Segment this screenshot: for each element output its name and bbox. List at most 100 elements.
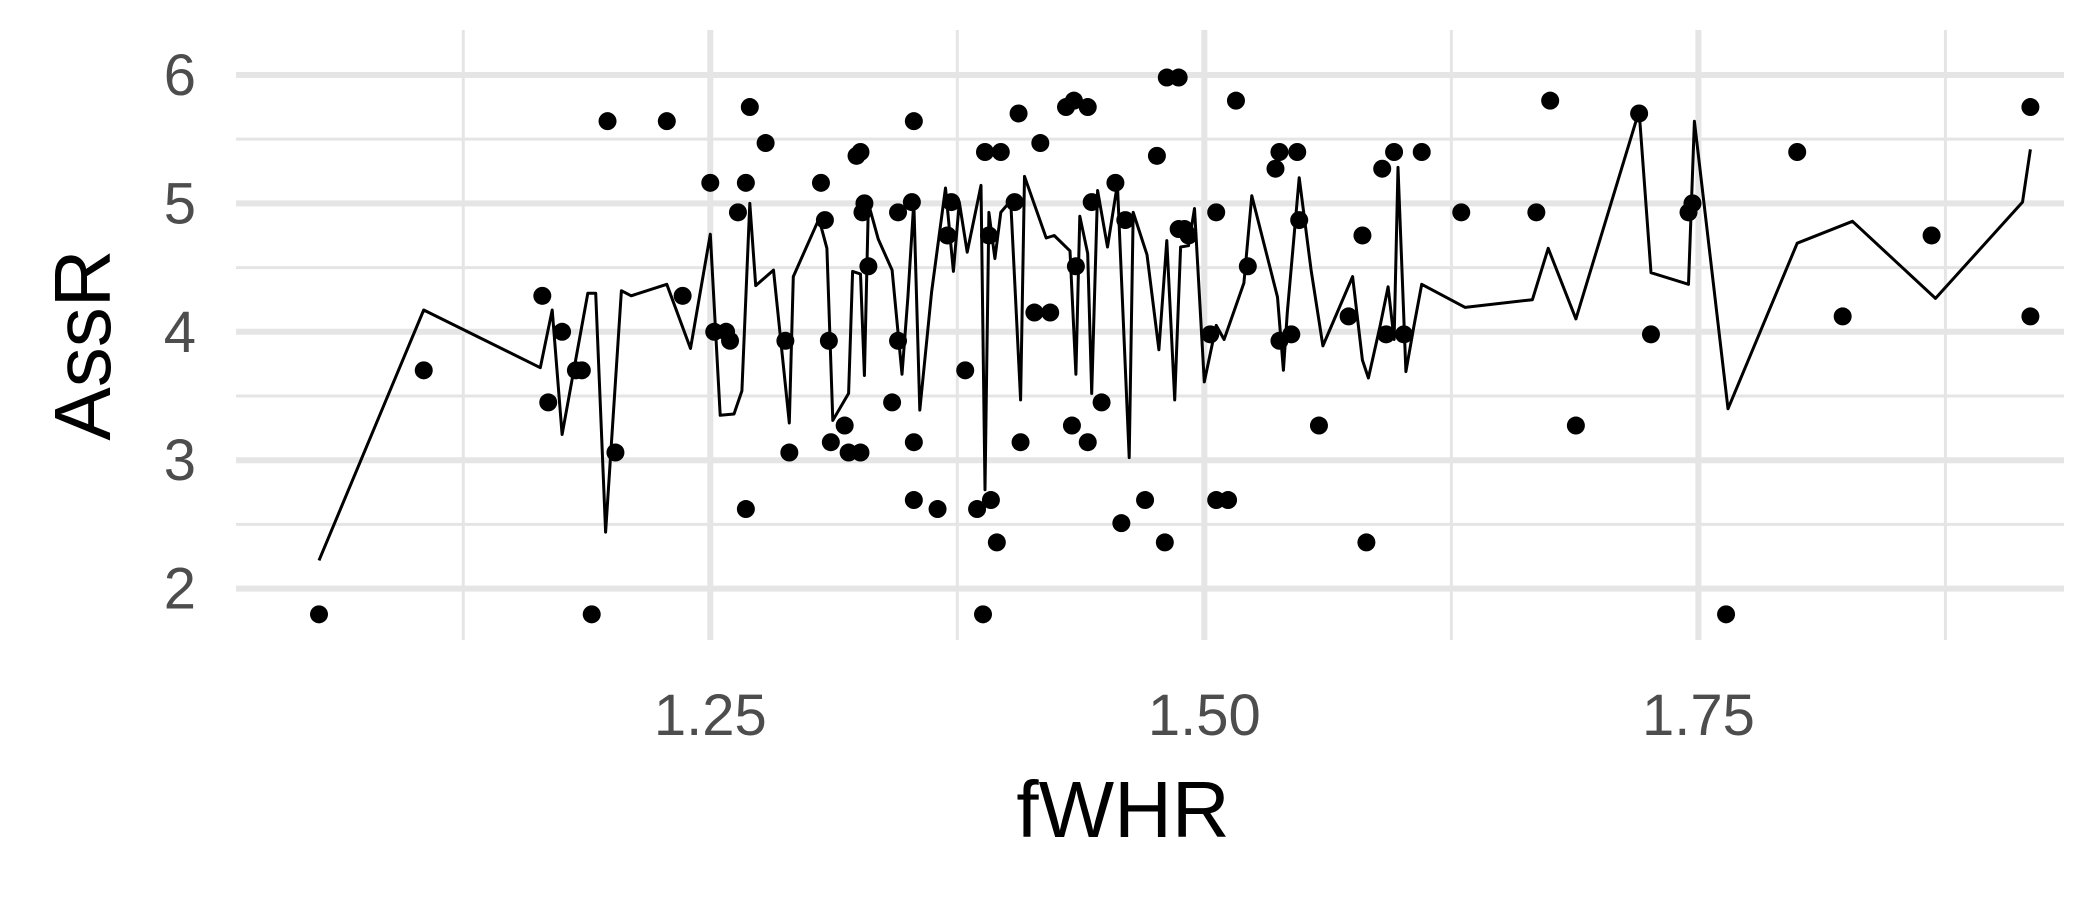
data-point bbox=[1116, 211, 1135, 230]
data-point bbox=[673, 286, 692, 305]
data-point bbox=[1339, 307, 1358, 326]
data-point bbox=[942, 193, 961, 212]
data-point bbox=[889, 203, 908, 222]
data-point bbox=[979, 226, 998, 245]
data-point bbox=[598, 112, 617, 131]
data-point bbox=[553, 322, 572, 341]
data-point bbox=[1373, 159, 1392, 178]
y-axis-title: AssR bbox=[38, 249, 127, 440]
data-point bbox=[1219, 491, 1238, 510]
data-point bbox=[1066, 257, 1085, 276]
data-point bbox=[1282, 325, 1301, 344]
x-axis-title: fWHR bbox=[1016, 765, 1229, 854]
data-point bbox=[582, 605, 601, 624]
data-point bbox=[1062, 416, 1081, 435]
data-point bbox=[1078, 98, 1097, 117]
data-point bbox=[975, 143, 994, 161]
data-point bbox=[1290, 211, 1309, 230]
data-point bbox=[1266, 159, 1285, 178]
data-point bbox=[1201, 325, 1220, 344]
data-point bbox=[780, 443, 799, 462]
data-point bbox=[1064, 91, 1083, 110]
data-point bbox=[1527, 203, 1546, 222]
data-point bbox=[1641, 325, 1660, 344]
data-point bbox=[991, 143, 1010, 161]
data-point bbox=[1309, 416, 1328, 435]
data-point bbox=[987, 533, 1006, 552]
data-point bbox=[1541, 91, 1560, 110]
data-point bbox=[1147, 146, 1166, 165]
data-point bbox=[414, 361, 433, 380]
data-point bbox=[1155, 533, 1174, 552]
data-point bbox=[606, 443, 625, 462]
data-point bbox=[1136, 491, 1155, 510]
data-points-layer bbox=[310, 68, 2040, 624]
data-point bbox=[1270, 143, 1289, 161]
trend-line-layer bbox=[317, 109, 2032, 561]
data-point bbox=[904, 433, 923, 452]
data-point bbox=[1353, 226, 1372, 245]
data-point bbox=[1683, 194, 1702, 213]
data-point bbox=[855, 194, 874, 213]
data-point bbox=[928, 500, 947, 519]
data-point bbox=[1833, 307, 1852, 326]
minor-gridlines bbox=[236, 30, 2064, 640]
data-point bbox=[756, 134, 775, 153]
data-point bbox=[721, 331, 740, 350]
data-point bbox=[539, 393, 558, 412]
x-tick-label: 1.25 bbox=[654, 683, 767, 748]
data-point bbox=[821, 433, 840, 452]
data-point bbox=[310, 605, 329, 624]
data-point bbox=[1717, 605, 1736, 624]
data-point bbox=[1106, 173, 1125, 192]
data-point bbox=[981, 491, 1000, 510]
data-point bbox=[851, 143, 870, 161]
data-point bbox=[740, 98, 759, 117]
data-point bbox=[811, 173, 830, 192]
data-point bbox=[904, 112, 923, 131]
data-point bbox=[2021, 307, 2040, 326]
data-point bbox=[1357, 533, 1376, 552]
data-point bbox=[1082, 193, 1101, 212]
data-point bbox=[533, 286, 552, 305]
data-point bbox=[1238, 257, 1257, 276]
data-point bbox=[968, 500, 987, 519]
data-point bbox=[1377, 325, 1396, 344]
data-point bbox=[1011, 433, 1030, 452]
data-point bbox=[1112, 514, 1131, 533]
data-point bbox=[974, 605, 993, 624]
data-point bbox=[956, 361, 975, 380]
data-point bbox=[1179, 226, 1198, 245]
data-point bbox=[1394, 325, 1413, 344]
data-point bbox=[1092, 393, 1111, 412]
x-tick-label: 1.75 bbox=[1642, 683, 1755, 748]
data-point bbox=[657, 112, 676, 131]
data-point bbox=[1288, 143, 1307, 161]
data-point bbox=[1078, 433, 1097, 452]
y-tick-label: 6 bbox=[164, 43, 196, 108]
y-axis-tick-labels: 2 3 4 5 6 bbox=[164, 43, 196, 622]
data-point bbox=[889, 331, 908, 350]
data-point bbox=[1207, 203, 1226, 222]
data-point bbox=[1226, 91, 1245, 110]
y-tick-label: 3 bbox=[164, 428, 196, 493]
data-point bbox=[1169, 68, 1188, 87]
data-point bbox=[728, 203, 747, 222]
data-point bbox=[883, 393, 902, 412]
data-point bbox=[736, 500, 755, 519]
x-tick-label: 1.50 bbox=[1148, 683, 1261, 748]
data-point bbox=[859, 257, 878, 276]
x-axis-tick-labels: 1.25 1.50 1.75 bbox=[654, 683, 1755, 748]
data-point bbox=[1005, 193, 1024, 212]
data-point bbox=[1025, 303, 1044, 322]
data-point bbox=[815, 211, 834, 230]
data-point bbox=[1566, 416, 1585, 435]
data-point bbox=[835, 416, 854, 435]
data-point bbox=[701, 173, 720, 192]
data-point bbox=[1031, 134, 1050, 153]
data-point bbox=[1922, 226, 1941, 245]
data-point bbox=[1788, 143, 1807, 161]
data-point bbox=[1630, 104, 1649, 123]
trend-line bbox=[317, 109, 2032, 561]
